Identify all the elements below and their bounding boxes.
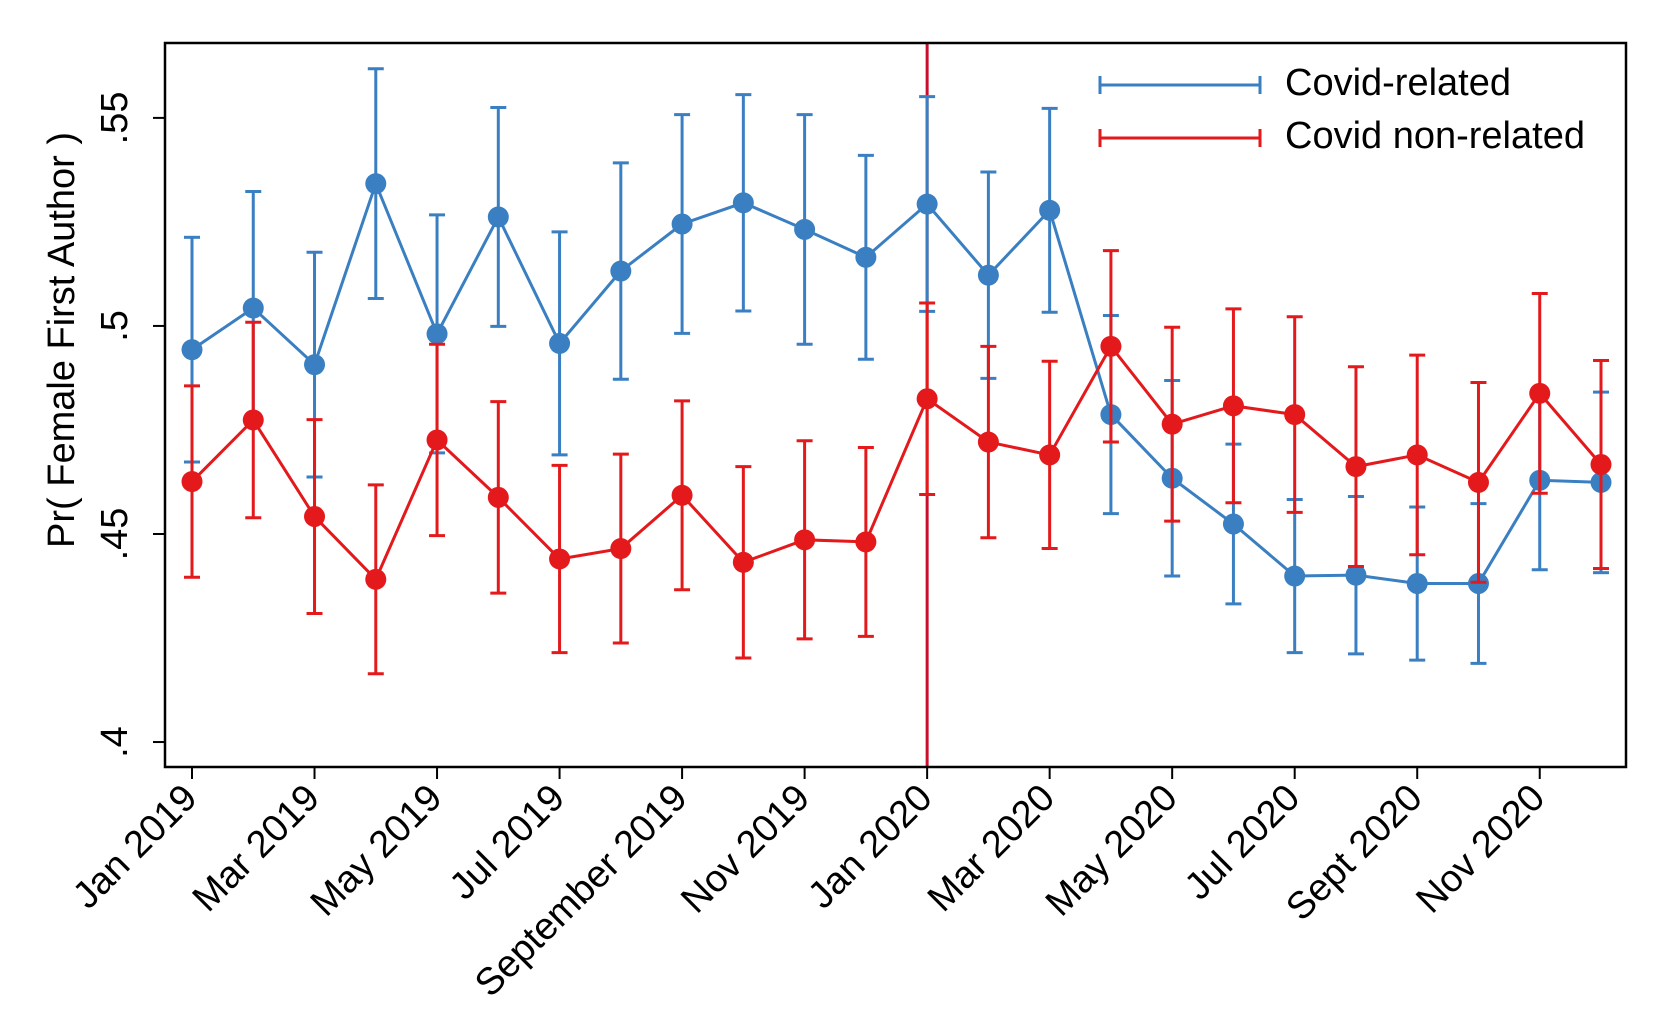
data-point	[1406, 573, 1428, 595]
series-line	[191, 179, 1602, 586]
x-tick-label: Nov 2020	[1408, 777, 1553, 922]
data-point	[242, 409, 264, 431]
data-point	[916, 193, 938, 215]
data-point	[1529, 382, 1551, 404]
data-point	[732, 551, 754, 573]
data-point	[732, 192, 754, 214]
y-tick-label: .5	[94, 310, 136, 342]
x-tick-label: May 2020	[1038, 777, 1186, 925]
data-point	[304, 506, 326, 528]
data-point	[1100, 335, 1122, 357]
data-point	[610, 260, 632, 282]
series-line	[190, 343, 1603, 582]
data-point	[610, 538, 632, 560]
data-point	[426, 323, 448, 345]
x-tick-label: May 2019	[303, 777, 451, 925]
data-point	[487, 206, 509, 228]
data-point	[365, 173, 387, 195]
data-point	[1039, 444, 1061, 466]
data-point	[1590, 454, 1612, 476]
data-point	[181, 339, 203, 361]
data-point	[487, 486, 509, 508]
data-point	[855, 246, 877, 268]
y-tick-label: .45	[94, 508, 136, 561]
data-point	[1222, 513, 1244, 535]
data-point	[1039, 199, 1061, 221]
data-point	[671, 213, 693, 235]
data-point	[1467, 471, 1489, 493]
data-point	[1406, 444, 1428, 466]
y-tick-label: .4	[94, 726, 136, 758]
data-point	[977, 264, 999, 286]
data-point	[977, 431, 999, 453]
x-tick-label: Jan 2020	[800, 777, 940, 917]
data-point	[794, 218, 816, 240]
data-point	[242, 297, 264, 319]
data-point	[1222, 395, 1244, 417]
data-point	[855, 531, 877, 553]
x-tick-label: September 2019	[467, 777, 695, 1005]
data-point	[1345, 564, 1367, 586]
legend-label: Covid non-related	[1285, 115, 1585, 157]
data-point	[916, 388, 938, 410]
data-point	[671, 484, 693, 506]
data-point	[181, 471, 203, 493]
x-tick-label: Nov 2019	[673, 777, 818, 922]
data-point	[304, 354, 326, 376]
data-point	[1345, 456, 1367, 478]
data-point	[1284, 565, 1306, 587]
data-point	[1161, 413, 1183, 435]
x-tick-label: Jan 2019	[65, 777, 205, 917]
legend-label: Covid-related	[1285, 62, 1511, 104]
data-point	[549, 548, 571, 570]
data-point	[426, 429, 448, 451]
plot-frame	[163, 41, 1628, 769]
data-point	[794, 529, 816, 551]
data-point	[1284, 404, 1306, 426]
y-axis-label: Pr( Female First Author )	[41, 132, 83, 548]
y-tick-label: .55	[94, 91, 136, 144]
data-point	[549, 332, 571, 354]
data-point	[365, 568, 387, 590]
